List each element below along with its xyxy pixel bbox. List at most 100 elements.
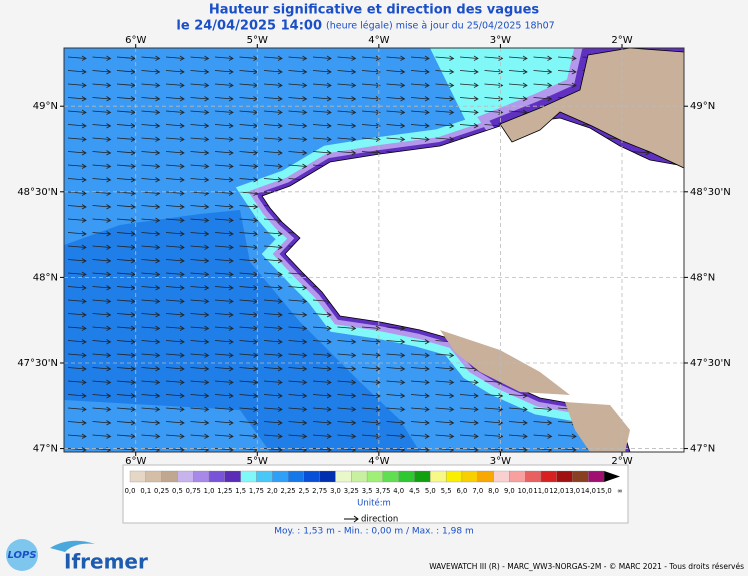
lon-label: 2°W bbox=[611, 35, 632, 46]
colorbar-label: ∞ bbox=[617, 487, 623, 495]
lat-label: 49°N bbox=[690, 101, 715, 112]
ifremer-mark bbox=[50, 540, 95, 552]
colorbar-label: 0,25 bbox=[154, 487, 169, 495]
colorbar-cell bbox=[398, 470, 415, 483]
colorbar-cell bbox=[366, 470, 384, 483]
colorbar-cell bbox=[382, 470, 399, 483]
colorbar-label: 0,1 bbox=[140, 487, 151, 495]
lon-label: 5°W bbox=[247, 456, 268, 467]
lops-text: LOPS bbox=[7, 550, 36, 561]
lon-label: 6°W bbox=[125, 456, 146, 467]
colorbar-label: 0,5 bbox=[172, 487, 183, 495]
colorbar-cell bbox=[588, 470, 605, 483]
colorbar-label: 2,25 bbox=[280, 487, 295, 495]
colorbar-label: 0,75 bbox=[186, 487, 201, 495]
lat-label: 48°N bbox=[33, 272, 58, 283]
colorbar-cell bbox=[224, 470, 241, 483]
colorbar-label: 14,0 bbox=[581, 487, 596, 495]
colorbar-cell bbox=[509, 470, 526, 483]
colorbar-label: 5,5 bbox=[441, 487, 452, 495]
lon-label: 4°W bbox=[368, 456, 389, 467]
colorbar-label: 9,0 bbox=[504, 487, 515, 495]
colorbar-cell bbox=[556, 470, 573, 483]
colorbar-cell bbox=[193, 470, 210, 483]
colorbar-cell bbox=[445, 470, 463, 483]
colorbar-label: 8,0 bbox=[488, 487, 499, 495]
colorbar-label: 15,0 bbox=[597, 487, 612, 495]
colorbar-label: 3,0 bbox=[330, 487, 341, 495]
ticks: 6°W 6°W 5°W 5°W 4°W 4°W 3°W 3°W 2°W 2°W 49°N 49°N 48… bbox=[17, 35, 730, 467]
stats: Moy. : 1,53 m - Min. : 0,00 m / Max. : 1… bbox=[274, 527, 473, 537]
colorbar-label: 1,25 bbox=[217, 487, 232, 495]
colorbar-cell bbox=[256, 470, 273, 483]
lat-label: 48°N bbox=[690, 272, 715, 283]
colorbar-cell bbox=[493, 470, 510, 483]
unit: Unité:m bbox=[357, 498, 391, 509]
colorbar-cell bbox=[525, 470, 542, 483]
colorbar-label: 5,0 bbox=[425, 487, 436, 495]
colorbar-cell bbox=[461, 470, 478, 483]
colorbar-label: 4,0 bbox=[393, 487, 404, 495]
colorbar-cell bbox=[319, 470, 336, 483]
colorbar-cell bbox=[540, 470, 557, 483]
colorbar-cell bbox=[129, 470, 146, 483]
lon-label: 6°W bbox=[125, 35, 146, 46]
colorbar-cell bbox=[430, 470, 447, 483]
graticule bbox=[64, 48, 684, 452]
colorbar-cell bbox=[351, 470, 368, 483]
colorbar-label: 4,5 bbox=[409, 487, 420, 495]
colorbar-cell bbox=[145, 470, 162, 483]
colorbar-label: 1,5 bbox=[235, 487, 246, 495]
colorbar-cell bbox=[414, 470, 431, 483]
colorbar-arrow bbox=[604, 471, 620, 482]
lon-label: 3°W bbox=[490, 35, 511, 46]
colorbar-cell bbox=[477, 470, 494, 483]
colorbar-label: 2,75 bbox=[312, 487, 327, 495]
lon-label: 4°W bbox=[368, 35, 389, 46]
lops-logo bbox=[6, 539, 38, 571]
colorbar-cell bbox=[572, 470, 589, 483]
colorbar-cell bbox=[240, 470, 257, 483]
land-tan bbox=[565, 402, 630, 452]
lat-label: 47°30'N bbox=[690, 358, 731, 369]
map bbox=[64, 48, 684, 452]
colorbar-label: 11,0 bbox=[533, 487, 548, 495]
colorbar-label: 1,75 bbox=[249, 487, 264, 495]
lon-label: 5°W bbox=[247, 35, 268, 46]
date: le 24/04/2025 14:00 bbox=[176, 19, 322, 34]
colorbar-label: 3,25 bbox=[344, 487, 359, 495]
colorbar-cell bbox=[161, 470, 178, 483]
direction-arrow bbox=[344, 515, 359, 523]
colorbar: 0,0 0,1 0,25 0,5 0,75 1,0 1,25 1,5 1,75 2,0 2,25 2,… bbox=[125, 470, 623, 495]
colorbar-label: 13,0 bbox=[565, 487, 580, 495]
sea-deep bbox=[64, 210, 420, 452]
lat-label: 48°30'N bbox=[690, 187, 731, 198]
direction-label: direction bbox=[361, 515, 398, 525]
colorbar-label: 2,0 bbox=[267, 487, 278, 495]
colorbar-cell bbox=[272, 470, 289, 483]
map-frame bbox=[63, 47, 685, 453]
colorbar-cell bbox=[208, 470, 225, 483]
lat-label: 49°N bbox=[33, 101, 58, 112]
lon-label: 2°W bbox=[611, 456, 632, 467]
colorbar-cell bbox=[177, 470, 194, 483]
title: Hauteur significative et direction des v… bbox=[209, 3, 540, 18]
lon-label: 3°W bbox=[490, 456, 511, 467]
footer: WAVEWATCH III (R) - MARC_WW3-NORGAS-2M -… bbox=[429, 562, 744, 571]
lat-label: 47°N bbox=[33, 444, 58, 455]
colorbar-label: 3,5 bbox=[362, 487, 373, 495]
colorbar-label: 3,75 bbox=[375, 487, 390, 495]
colorbar-label: 0,0 bbox=[125, 487, 136, 495]
lat-label: 48°30'N bbox=[17, 187, 58, 198]
land-tan bbox=[440, 330, 570, 395]
colorbar-label: 6,0 bbox=[457, 487, 468, 495]
colorbar-label: 1,0 bbox=[204, 487, 215, 495]
lat-label: 47°N bbox=[690, 444, 715, 455]
colorbar-label: 12,0 bbox=[549, 487, 564, 495]
colorbar-cell bbox=[335, 470, 352, 483]
colorbar-label: 10,0 bbox=[518, 487, 533, 495]
colorbar-label: 2,5 bbox=[298, 487, 309, 495]
lat-label: 47°30'N bbox=[17, 358, 58, 369]
update-note: (heure légale) mise à jour du 25/04/2025… bbox=[326, 21, 555, 32]
